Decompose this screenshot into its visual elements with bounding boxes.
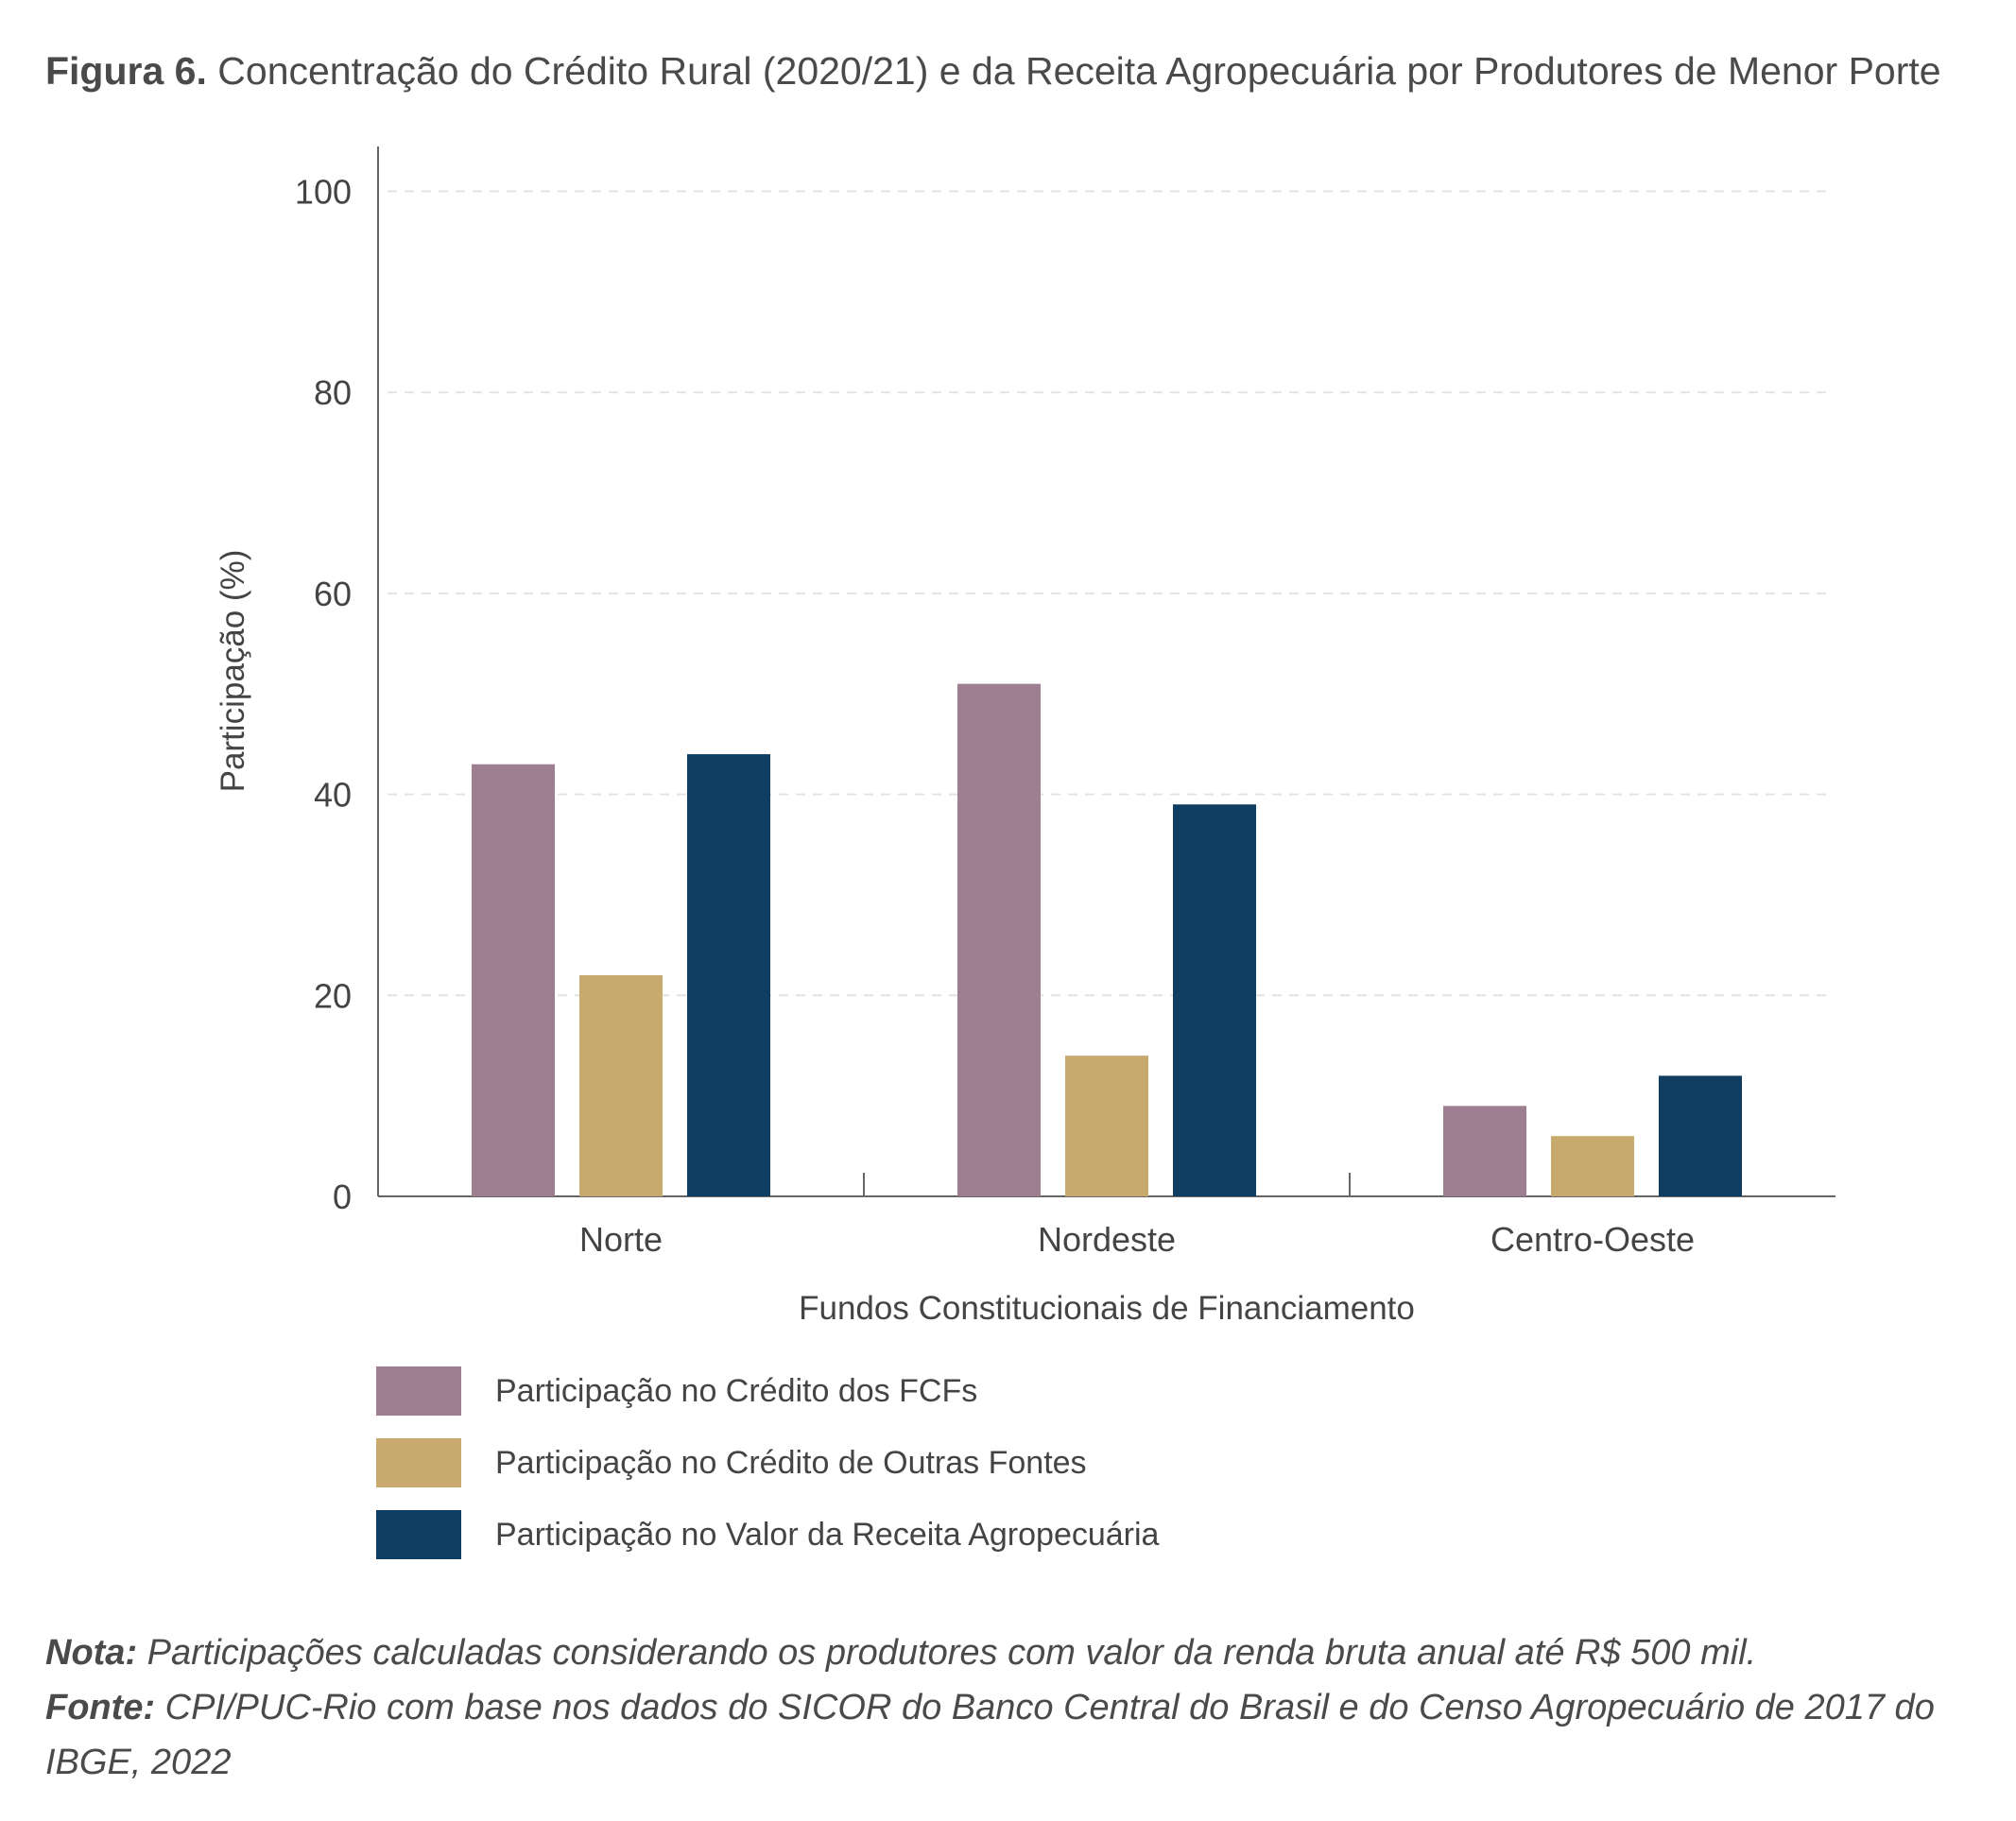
legend-label: Participação no Valor da Receita Agropec…	[495, 1516, 1160, 1553]
source-text: CPI/PUC-Rio com base nos dados do SICOR …	[45, 1688, 1935, 1782]
note-line: Nota: Participações calculadas considera…	[45, 1625, 1973, 1680]
figure-title: Figura 6. Concentração do Crédito Rural …	[45, 49, 1941, 94]
chart-legend: Participação no Crédito dos FCFs Particip…	[376, 1366, 1159, 1582]
x-tick-label: Norte	[579, 1220, 663, 1259]
bar	[1443, 1106, 1526, 1196]
y-tick-label: 100	[295, 173, 352, 212]
y-tick-label: 40	[314, 776, 352, 815]
figure-title-text: Concentração do Crédito Rural (2020/21) …	[217, 49, 1941, 93]
note-label: Nota:	[45, 1633, 138, 1673]
figure-number: Figura 6.	[45, 49, 207, 93]
legend-swatch	[376, 1366, 461, 1416]
y-tick-label: 80	[314, 373, 352, 412]
bar	[1065, 1056, 1148, 1196]
bar	[579, 975, 663, 1196]
legend-swatch	[376, 1438, 461, 1487]
legend-item: Participação no Crédito de Outras Fontes	[376, 1438, 1159, 1487]
y-tick-label: 0	[333, 1177, 352, 1216]
legend-item: Participação no Crédito dos FCFs	[376, 1366, 1159, 1416]
legend-label: Participação no Crédito de Outras Fontes	[495, 1444, 1087, 1481]
notes-block: Nota: Participações calculadas considera…	[45, 1625, 1973, 1790]
bar	[687, 754, 770, 1196]
note-text: Participações calculadas considerando os…	[137, 1633, 1757, 1673]
y-tick-label: 60	[314, 575, 352, 613]
bar	[957, 683, 1041, 1196]
x-tick-label: Centro-Oeste	[1490, 1220, 1695, 1259]
legend-item: Participação no Valor da Receita Agropec…	[376, 1510, 1159, 1559]
legend-label: Participação no Crédito dos FCFs	[495, 1372, 978, 1409]
legend-swatch	[376, 1510, 461, 1559]
x-tick-label: Nordeste	[1038, 1220, 1176, 1259]
bar	[1551, 1136, 1634, 1196]
y-axis-title: Participação (%)	[215, 550, 251, 793]
source-line: Fonte: CPI/PUC-Rio com base nos dados do…	[45, 1680, 1973, 1790]
x-axis-title: Fundos Constitucionais de Financiamento	[799, 1290, 1415, 1327]
bar	[1659, 1075, 1742, 1196]
bar	[1173, 804, 1256, 1196]
y-tick-label: 20	[314, 976, 352, 1015]
bar-chart: 0 20 40 60 80 100 Norte Nordeste Centro-Oeste Fun…	[215, 146, 1835, 1327]
source-label: Fonte:	[45, 1688, 156, 1727]
bar	[472, 764, 555, 1196]
